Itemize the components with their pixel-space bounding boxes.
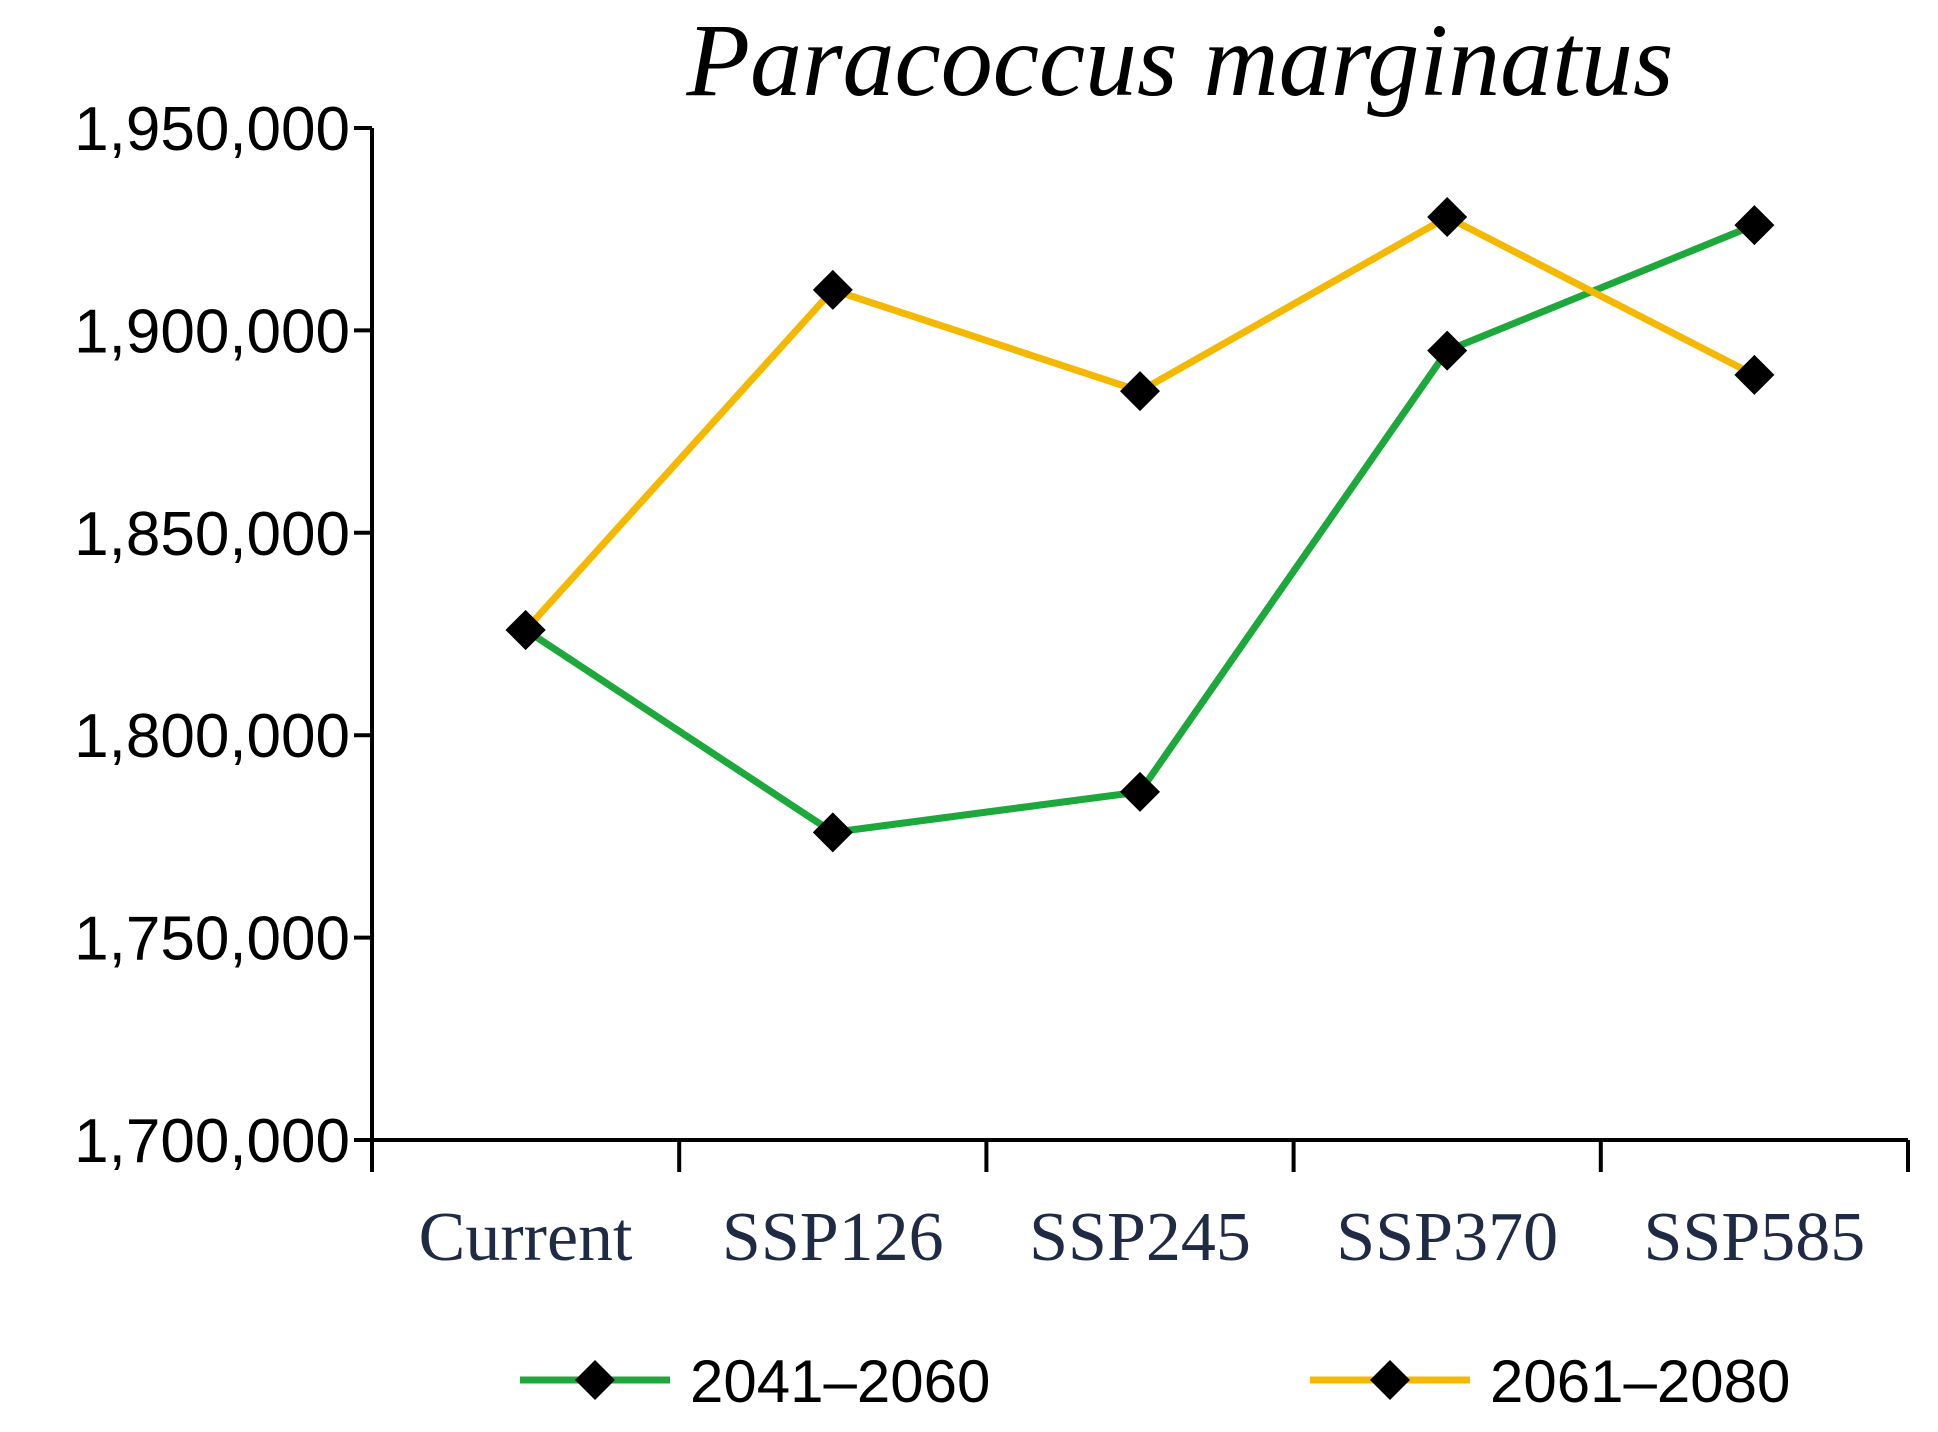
x-tick-label: SSP245 xyxy=(1029,1199,1251,1276)
x-tick-label: Current xyxy=(419,1199,633,1276)
y-tick-label: 1,700,000 xyxy=(74,1107,350,1176)
data-point-marker xyxy=(1734,205,1775,246)
data-point-marker xyxy=(1120,771,1160,812)
series-lines xyxy=(523,213,1756,836)
chart-title: Paracoccus marginatus xyxy=(686,3,1674,118)
data-point-marker xyxy=(812,269,853,310)
legend-marker xyxy=(575,1360,615,1400)
legend-item: 2041–2060 xyxy=(520,1348,990,1415)
data-point-marker xyxy=(1120,371,1160,412)
y-tick-label: 1,800,000 xyxy=(74,702,350,771)
x-tick-label: SSP370 xyxy=(1336,1199,1558,1276)
data-point-marker xyxy=(505,609,546,650)
x-tick-label: SSP126 xyxy=(722,1199,944,1276)
y-tick-label: 1,750,000 xyxy=(74,905,350,974)
y-tick-label: 1,850,000 xyxy=(74,500,350,569)
series-line-1 xyxy=(523,213,1756,633)
series-line-0 xyxy=(523,221,1756,836)
legend: 2041–2060 2061–2080 xyxy=(520,1348,1790,1415)
y-tick-label: 1,900,000 xyxy=(74,297,350,366)
y-tick-label: 1,950,000 xyxy=(74,95,350,164)
x-tick-label: SSP585 xyxy=(1644,1199,1866,1276)
legend-item: 2061–2080 xyxy=(1310,1348,1790,1415)
data-point-marker xyxy=(1427,197,1468,238)
legend-marker xyxy=(1370,1360,1410,1400)
legend-label: 2061–2080 xyxy=(1490,1348,1790,1415)
series-markers xyxy=(505,197,1775,853)
x-ticks: Current SSP126 SSP245 SSP370 SSP585 xyxy=(370,1140,1910,1276)
data-point-marker xyxy=(812,812,853,853)
data-point-marker xyxy=(1734,354,1775,395)
legend-label: 2041–2060 xyxy=(690,1348,990,1415)
data-point-marker xyxy=(1427,330,1468,371)
y-ticks: 1,700,000 1,750,000 1,800,000 1,850,000 1,90… xyxy=(74,95,372,1176)
